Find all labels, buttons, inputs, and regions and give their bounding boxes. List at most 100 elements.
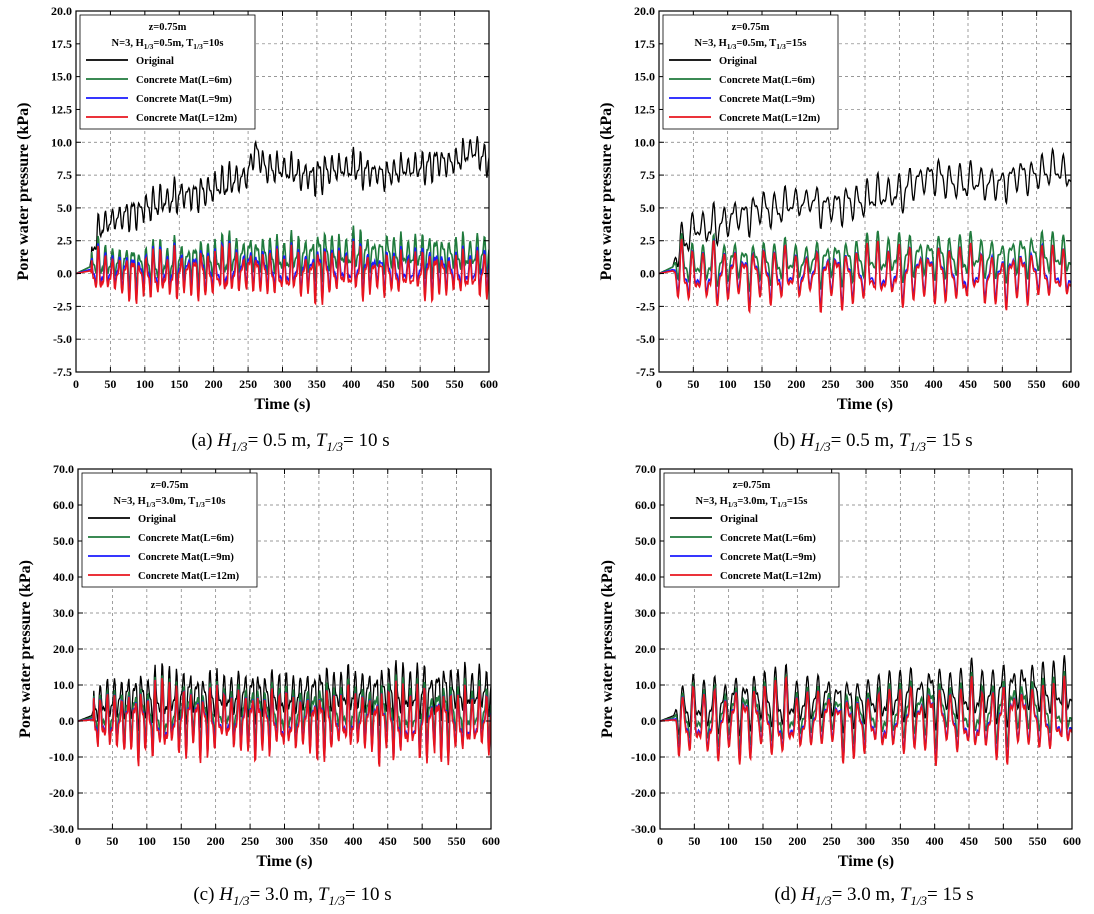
legend-header-conditions: N=3, H1/3=0.5m, T1/3=15s bbox=[695, 38, 807, 51]
y-tick-label: -20.0 bbox=[49, 786, 74, 800]
y-tick-label: 50.0 bbox=[53, 534, 74, 548]
x-tick-label: 400 bbox=[344, 834, 362, 848]
x-tick-label: 150 bbox=[170, 377, 188, 391]
legend-header-conditions: N=3, H1/3=0.5m, T1/3=10s bbox=[112, 38, 224, 51]
x-tick-label: 250 bbox=[822, 377, 840, 391]
x-tick-label: 550 bbox=[448, 834, 466, 848]
panel-caption: (a) H1/3= 0.5 m, T1/3= 10 s bbox=[191, 430, 389, 454]
x-tick-label: 250 bbox=[239, 377, 257, 391]
x-tick-label: 350 bbox=[891, 834, 909, 848]
y-axis-label: Pore water pressure (kPa) bbox=[599, 560, 616, 738]
x-tick-label: 550 bbox=[1029, 834, 1047, 848]
y-tick-label: -30.0 bbox=[49, 822, 74, 836]
x-tick-label: 500 bbox=[413, 834, 431, 848]
y-axis-label: Pore water pressure (kPa) bbox=[15, 103, 32, 281]
y-tick-label: 60.0 bbox=[53, 498, 74, 512]
series-line-original bbox=[76, 136, 489, 275]
y-tick-label: 10.0 bbox=[51, 135, 72, 149]
x-tick-label: 50 bbox=[104, 377, 116, 391]
series-line-original bbox=[660, 655, 1072, 737]
x-tick-label: 150 bbox=[753, 377, 771, 391]
y-tick-label: 70.0 bbox=[53, 462, 74, 476]
x-tick-label: 200 bbox=[205, 377, 223, 391]
x-tick-label: 200 bbox=[207, 834, 225, 848]
y-tick-label: 0.0 bbox=[640, 267, 655, 281]
y-tick-label: 0.0 bbox=[59, 714, 74, 728]
x-tick-label: 200 bbox=[787, 377, 805, 391]
x-tick-label: 500 bbox=[994, 834, 1012, 848]
legend-entry: Original bbox=[719, 56, 757, 67]
x-tick-label: 50 bbox=[687, 377, 699, 391]
series-line-concrete-mat-l-12m- bbox=[660, 675, 1072, 767]
x-tick-label: 0 bbox=[656, 377, 662, 391]
x-tick-label: 500 bbox=[411, 377, 429, 391]
x-tick-label: 600 bbox=[1062, 377, 1080, 391]
y-tick-label: 40.0 bbox=[53, 570, 74, 584]
x-tick-label: 450 bbox=[960, 834, 978, 848]
x-tick-label: 400 bbox=[342, 377, 360, 391]
legend-entry: Concrete Mat(L=9m) bbox=[719, 94, 815, 105]
legend-entry: Concrete Mat(L=12m) bbox=[136, 113, 238, 124]
legend-header-depth: z=0.75m bbox=[733, 480, 771, 491]
x-tick-label: 150 bbox=[172, 834, 190, 848]
x-tick-label: 0 bbox=[657, 834, 663, 848]
x-tick-label: 550 bbox=[1028, 377, 1046, 391]
chart-panel-b: 0 50 100 150 200 250 300 350 400 450 500 550 600 -7.5… bbox=[598, 4, 1080, 454]
y-tick-label: -2.5 bbox=[636, 299, 655, 313]
x-tick-label: 400 bbox=[925, 377, 943, 391]
y-tick-label: 10.0 bbox=[53, 678, 74, 692]
x-tick-label: 100 bbox=[138, 834, 156, 848]
x-tick-label: 100 bbox=[136, 377, 154, 391]
y-tick-label: -10.0 bbox=[631, 750, 656, 764]
x-tick-label: 150 bbox=[754, 834, 772, 848]
y-tick-label: 15.0 bbox=[51, 70, 72, 84]
y-tick-label: -5.0 bbox=[636, 332, 655, 346]
panel-caption: (d) H1/3= 3.0 m, T1/3= 15 s bbox=[774, 884, 973, 908]
y-tick-label: 50.0 bbox=[635, 534, 656, 548]
y-tick-label: 12.5 bbox=[634, 102, 655, 116]
y-tick-label: 20.0 bbox=[634, 4, 655, 18]
y-tick-label: -20.0 bbox=[631, 786, 656, 800]
series-line-concrete-mat-l-12m- bbox=[659, 238, 1071, 315]
y-tick-label: 10.0 bbox=[634, 135, 655, 149]
y-tick-label: 10.0 bbox=[635, 678, 656, 692]
chart-panel-d: 0 50 100 150 200 250 300 350 400 450 500 550 600 -30.… bbox=[599, 462, 1081, 908]
legend-entry: Concrete Mat(L=9m) bbox=[720, 552, 816, 563]
y-tick-label: -7.5 bbox=[53, 365, 72, 379]
x-tick-label: 450 bbox=[959, 377, 977, 391]
legend-box bbox=[79, 14, 256, 130]
y-tick-label: -10.0 bbox=[49, 750, 74, 764]
chart-panel-c: 0 50 100 150 200 250 300 350 400 450 500 550 600 -30.… bbox=[17, 462, 500, 908]
legend-entry: Original bbox=[720, 514, 758, 525]
y-axis-label: Pore water pressure (kPa) bbox=[17, 560, 34, 738]
y-tick-label: -30.0 bbox=[631, 822, 656, 836]
legend-box bbox=[663, 472, 840, 588]
x-axis-label: Time (s) bbox=[837, 396, 893, 413]
x-tick-label: 300 bbox=[276, 834, 294, 848]
y-tick-label: 20.0 bbox=[51, 4, 72, 18]
x-tick-label: 50 bbox=[688, 834, 700, 848]
x-tick-label: 350 bbox=[890, 377, 908, 391]
y-axis-label: Pore water pressure (kPa) bbox=[598, 103, 615, 281]
y-tick-label: 0.0 bbox=[57, 267, 72, 281]
x-tick-label: 200 bbox=[788, 834, 806, 848]
x-tick-label: 500 bbox=[993, 377, 1011, 391]
y-tick-label: -5.0 bbox=[53, 332, 72, 346]
y-tick-label: 7.5 bbox=[640, 168, 655, 182]
x-tick-label: 450 bbox=[377, 377, 395, 391]
y-tick-label: 5.0 bbox=[57, 201, 72, 215]
x-tick-label: 0 bbox=[73, 377, 79, 391]
y-tick-label: 60.0 bbox=[635, 498, 656, 512]
series-line-concrete-mat-l-12m- bbox=[76, 240, 489, 306]
series-line-concrete-mat-l-12m- bbox=[78, 678, 491, 767]
legend-header-conditions: N=3, H1/3=3.0m, T1/3=15s bbox=[696, 496, 808, 509]
y-tick-label: 30.0 bbox=[635, 606, 656, 620]
panel-caption: (c) H1/3= 3.0 m, T1/3= 10 s bbox=[193, 884, 391, 908]
legend-header-depth: z=0.75m bbox=[732, 22, 770, 33]
x-axis-label: Time (s) bbox=[838, 853, 894, 870]
x-tick-label: 350 bbox=[310, 834, 328, 848]
x-tick-label: 250 bbox=[241, 834, 259, 848]
series-line-original bbox=[659, 146, 1071, 275]
y-tick-label: 17.5 bbox=[51, 37, 72, 51]
